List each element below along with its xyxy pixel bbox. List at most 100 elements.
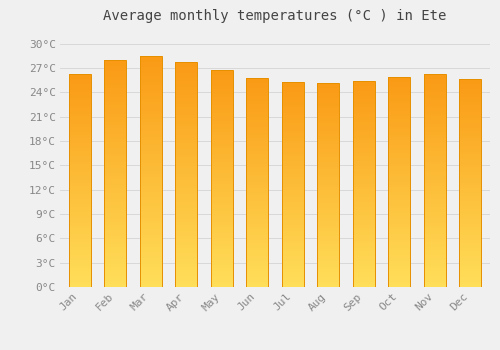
Bar xyxy=(353,150,375,153)
Bar xyxy=(424,151,446,154)
Bar xyxy=(175,219,197,222)
Bar xyxy=(460,269,481,271)
Bar xyxy=(246,188,268,190)
Bar xyxy=(388,179,410,182)
Bar xyxy=(424,178,446,180)
Bar xyxy=(104,65,126,68)
Bar xyxy=(282,159,304,161)
Bar xyxy=(140,137,162,140)
Bar xyxy=(424,143,446,146)
Bar xyxy=(353,228,375,230)
Bar xyxy=(388,111,410,114)
Bar xyxy=(68,199,90,202)
Bar xyxy=(68,151,90,154)
Bar xyxy=(246,80,268,83)
Bar xyxy=(175,183,197,186)
Bar xyxy=(140,174,162,177)
Bar xyxy=(210,268,233,271)
Bar xyxy=(318,134,340,136)
Bar xyxy=(353,112,375,114)
Bar xyxy=(140,180,162,183)
Bar xyxy=(68,167,90,170)
Bar xyxy=(318,282,340,285)
Bar xyxy=(318,90,340,93)
Bar xyxy=(210,127,233,130)
Bar xyxy=(282,87,304,90)
Bar xyxy=(388,232,410,235)
Bar xyxy=(246,261,268,264)
Bar xyxy=(140,229,162,232)
Bar xyxy=(388,88,410,90)
Bar xyxy=(210,108,233,110)
Bar xyxy=(246,177,268,180)
Bar xyxy=(460,149,481,152)
Bar xyxy=(424,170,446,172)
Bar xyxy=(104,114,126,117)
Bar xyxy=(104,176,126,179)
Bar xyxy=(318,261,340,264)
Bar xyxy=(388,250,410,253)
Bar xyxy=(353,238,375,241)
Bar xyxy=(175,186,197,188)
Bar xyxy=(68,130,90,132)
Bar xyxy=(424,204,446,207)
Bar xyxy=(175,245,197,247)
Bar xyxy=(318,139,340,141)
Bar xyxy=(175,225,197,228)
Bar xyxy=(175,70,197,73)
Bar xyxy=(140,70,162,73)
Bar xyxy=(246,127,268,130)
Bar xyxy=(68,146,90,148)
Bar xyxy=(68,252,90,255)
Bar xyxy=(68,247,90,250)
Bar xyxy=(282,264,304,266)
Bar xyxy=(424,202,446,204)
Bar xyxy=(388,219,410,221)
Bar xyxy=(140,261,162,264)
Bar xyxy=(460,118,481,120)
Bar xyxy=(318,264,340,267)
Bar xyxy=(318,244,340,246)
Bar xyxy=(282,102,304,105)
Bar xyxy=(318,113,340,116)
Bar xyxy=(353,94,375,97)
Bar xyxy=(282,205,304,208)
Bar xyxy=(318,251,340,254)
Bar xyxy=(318,185,340,187)
Bar xyxy=(388,184,410,187)
Bar xyxy=(282,246,304,248)
Bar xyxy=(318,205,340,208)
Bar xyxy=(282,177,304,179)
Bar xyxy=(282,82,304,84)
Bar xyxy=(388,224,410,226)
Bar xyxy=(140,68,162,70)
Bar xyxy=(388,247,410,250)
Bar xyxy=(175,214,197,217)
Bar xyxy=(175,267,197,270)
Bar xyxy=(424,135,446,138)
Bar xyxy=(175,233,197,236)
Bar xyxy=(175,138,197,140)
Bar xyxy=(388,276,410,279)
Bar xyxy=(210,235,233,238)
Bar xyxy=(460,245,481,248)
Bar xyxy=(68,210,90,212)
Bar xyxy=(282,256,304,259)
Bar xyxy=(104,154,126,156)
Bar xyxy=(246,143,268,146)
Bar xyxy=(140,169,162,172)
Bar xyxy=(424,266,446,268)
Bar xyxy=(246,109,268,112)
Bar xyxy=(246,135,268,138)
Bar xyxy=(282,141,304,144)
Bar xyxy=(353,114,375,117)
Bar xyxy=(424,228,446,231)
Bar xyxy=(388,234,410,237)
Bar xyxy=(424,124,446,127)
Bar xyxy=(210,148,233,151)
Bar xyxy=(388,77,410,79)
Bar xyxy=(353,91,375,94)
Bar xyxy=(353,153,375,156)
Bar xyxy=(175,92,197,95)
Bar xyxy=(210,257,233,260)
